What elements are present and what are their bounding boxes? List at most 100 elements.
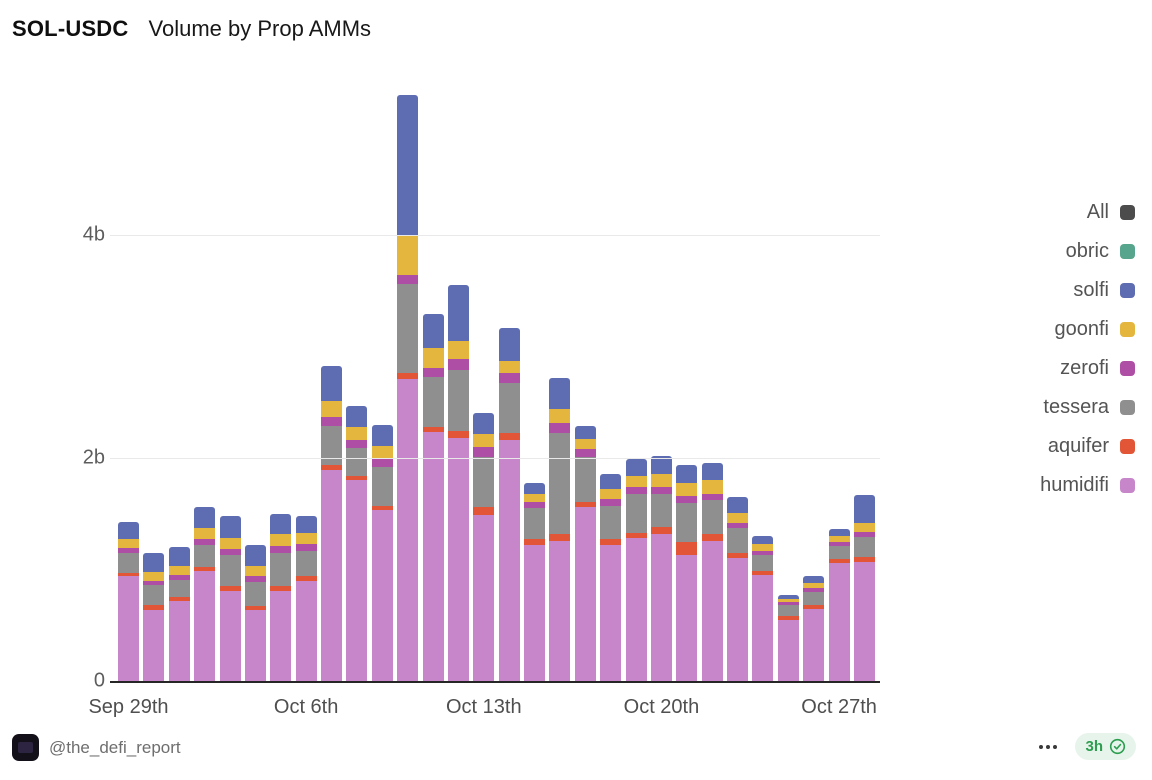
bar-oct-15[interactable] xyxy=(524,482,546,681)
y-axis-tick-2b: 2b xyxy=(82,446,105,469)
bar-oct-20[interactable] xyxy=(650,455,672,681)
legend-item-zerofi[interactable]: zerofi xyxy=(1040,349,1135,388)
y-axis-tick-0: 0 xyxy=(93,669,105,692)
x-axis-tick-oct-27th: Oct 27th xyxy=(801,696,877,718)
refresh-badge[interactable]: 3h xyxy=(1075,733,1136,760)
bar-segment-solfi xyxy=(777,595,799,599)
legend-label-obric: obric xyxy=(1065,240,1109,262)
legend-swatch-goonfi xyxy=(1120,322,1135,337)
clock-check-icon xyxy=(1109,738,1126,755)
legend-label-zerofi: zerofi xyxy=(1060,357,1109,379)
bar-segment-zerofi xyxy=(650,487,672,494)
bar-oct-1[interactable] xyxy=(168,547,190,681)
page-title: SOL-USDC Volume by Prop AMMs xyxy=(12,16,371,42)
legend-swatch-all xyxy=(1120,205,1135,220)
bar-oct-7[interactable] xyxy=(321,365,343,681)
legend-label-aquifer: aquifer xyxy=(1047,435,1109,457)
bar-segment-zerofi xyxy=(828,541,850,547)
gridline-4b xyxy=(110,235,880,236)
bar-segment-aquifer xyxy=(321,464,343,471)
bar-segment-zerofi xyxy=(777,601,799,606)
avatar[interactable] xyxy=(12,734,39,761)
bar-segment-goonfi xyxy=(473,433,495,447)
bar-oct-6[interactable] xyxy=(295,516,317,681)
bar-oct-25[interactable] xyxy=(777,595,799,681)
bar-segment-tessera xyxy=(524,508,546,540)
bar-segment-aquifer xyxy=(600,539,622,545)
bar-segment-tessera xyxy=(650,493,672,528)
bar-segment-goonfi xyxy=(397,235,419,276)
bar-oct-12[interactable] xyxy=(447,285,469,681)
bar-segment-aquifer xyxy=(422,426,444,433)
bar-segment-goonfi xyxy=(854,522,875,532)
bar-oct-21[interactable] xyxy=(676,464,698,681)
bar-segment-tessera xyxy=(295,550,317,577)
bar-segment-goonfi xyxy=(118,539,139,549)
bar-segment-humidifi xyxy=(854,561,875,681)
bar-segment-goonfi xyxy=(219,538,241,550)
bar-oct-9[interactable] xyxy=(371,424,393,681)
bar-oct-17[interactable] xyxy=(574,425,596,681)
bar-segment-goonfi xyxy=(422,347,444,368)
bar-segment-tessera xyxy=(701,500,723,534)
legend-swatch-solfi xyxy=(1120,283,1135,298)
bar-segment-zerofi xyxy=(118,548,139,553)
bar-oct-8[interactable] xyxy=(346,405,368,681)
bar-segment-solfi xyxy=(143,552,165,572)
legend-label-all: All xyxy=(1086,201,1109,223)
bar-segment-tessera xyxy=(447,369,469,432)
y-axis-tick-4b: 4b xyxy=(82,223,105,246)
bar-oct-18[interactable] xyxy=(600,473,622,681)
account-handle[interactable]: @the_defi_report xyxy=(49,737,181,757)
bar-sep-29[interactable] xyxy=(118,521,139,681)
bar-oct-13[interactable] xyxy=(473,413,495,681)
bar-segment-humidifi xyxy=(650,533,672,681)
bar-oct-27[interactable] xyxy=(828,529,850,681)
bar-segment-goonfi xyxy=(270,533,292,547)
bar-segment-tessera xyxy=(727,528,749,553)
bar-segment-tessera xyxy=(574,456,596,502)
bar-oct-3[interactable] xyxy=(219,516,241,681)
bar-oct-14[interactable] xyxy=(498,327,520,681)
bar-segment-zerofi xyxy=(168,575,190,580)
bar-oct-26[interactable] xyxy=(803,576,825,681)
bar-oct-19[interactable] xyxy=(625,459,647,681)
bar-oct-4[interactable] xyxy=(244,545,266,681)
ellipsis-icon[interactable] xyxy=(1037,739,1059,755)
pair-title: SOL-USDC xyxy=(12,16,129,41)
bar-oct-2[interactable] xyxy=(194,507,216,681)
bar-segment-zerofi xyxy=(524,501,546,509)
bar-segment-tessera xyxy=(676,502,698,542)
bar-segment-tessera xyxy=(752,555,774,571)
bar-segment-tessera xyxy=(270,552,292,587)
bar-segment-humidifi xyxy=(219,590,241,681)
bar-oct-23[interactable] xyxy=(727,497,749,681)
bar-segment-solfi xyxy=(321,365,343,402)
legend-item-all[interactable]: All xyxy=(1040,193,1135,232)
x-axis-tick-oct-6th: Oct 6th xyxy=(273,696,339,718)
bar-segment-solfi xyxy=(752,536,774,544)
x-axis-tick-oct-20th: Oct 20th xyxy=(623,696,700,718)
bar-segment-solfi xyxy=(650,455,672,474)
bar-oct-10[interactable] xyxy=(397,94,419,681)
legend-item-tessera[interactable]: tessera xyxy=(1040,388,1135,427)
bar-segment-zerofi xyxy=(244,576,266,582)
bar-segment-humidifi xyxy=(244,609,266,681)
bar-oct-28[interactable] xyxy=(854,494,875,681)
bar-segment-goonfi xyxy=(650,473,672,488)
legend-item-aquifer[interactable]: aquifer xyxy=(1040,427,1135,466)
bar-oct-16[interactable] xyxy=(549,377,571,681)
bar-segment-zerofi xyxy=(346,440,368,448)
legend-item-solfi[interactable]: solfi xyxy=(1040,271,1135,310)
bar-oct-24[interactable] xyxy=(752,536,774,681)
legend-item-obric[interactable]: obric xyxy=(1040,232,1135,271)
bar-oct-11[interactable] xyxy=(422,314,444,681)
bar-sep-30[interactable] xyxy=(143,552,165,681)
legend-item-goonfi[interactable]: goonfi xyxy=(1040,310,1135,349)
bar-segment-tessera xyxy=(194,544,216,568)
bar-segment-solfi xyxy=(625,459,647,476)
bar-segment-tessera xyxy=(803,591,825,606)
bar-oct-22[interactable] xyxy=(701,462,723,681)
legend-item-humidifi[interactable]: humidifi xyxy=(1040,466,1135,505)
bar-oct-5[interactable] xyxy=(270,513,292,681)
